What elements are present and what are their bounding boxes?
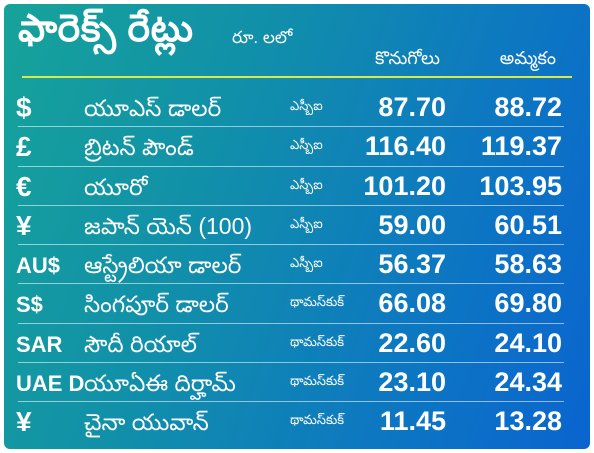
currency-name: చైనా యువాన్ — [84, 409, 209, 436]
currency-name: సౌదీ రియాల్ — [84, 330, 197, 357]
rate-source: థామస్‌కుక్ — [290, 373, 345, 389]
currency-symbol: $ — [16, 92, 32, 123]
buy-rate: 101.20 — [363, 170, 446, 201]
sell-rate: 24.34 — [494, 367, 562, 398]
sell-rate: 88.72 — [494, 92, 562, 122]
rate-source: ఎస్బీఐ — [290, 215, 323, 231]
unit-label: రూ. లలో — [232, 28, 293, 47]
buy-rate: 22.60 — [378, 327, 446, 358]
buy-rate: 56.37 — [378, 249, 446, 280]
currency-symbol: AU$ — [16, 253, 61, 279]
currency-symbol: S$ — [16, 292, 43, 318]
currency-name: బ్రిటన్ పౌండ్ — [84, 134, 194, 161]
currency-symbol: UAE D — [16, 371, 85, 397]
rate-row-cny: ¥ చైనా యువాన్ థామస్‌కుక్ 11.45 13.28 — [4, 404, 590, 443]
page-title: ఫారెక్స్ రేట్లు — [18, 8, 194, 50]
sell-rate: 69.80 — [494, 288, 562, 319]
sell-rate: 24.10 — [494, 327, 562, 358]
buy-rate: 116.40 — [364, 131, 446, 162]
currency-name: యూఏఈ దిర్హామ్ — [84, 370, 236, 397]
currency-symbol: ¥ — [16, 209, 32, 241]
buy-rate: 11.45 — [379, 406, 446, 437]
rate-source: ఎస్బీఐ — [290, 137, 323, 153]
buy-rate: 66.08 — [378, 288, 446, 319]
currency-name: జపాన్ యెన్ (100) — [84, 212, 253, 239]
buy-rate: 87.70 — [378, 92, 446, 122]
sell-rate: 119.37 — [480, 131, 562, 162]
currency-name: సింగపూర్ డాలర్ — [84, 291, 229, 318]
rate-row-aud: AU$ ఆస్ట్రేలియా డాలర్ ఎస్బీఐ 56.37 58.63 — [4, 247, 590, 286]
currency-symbol: ¥ — [16, 406, 32, 438]
header-divider — [22, 76, 572, 78]
forex-rates-panel: ఫారెక్స్ రేట్లు రూ. లలో కొనుగోలు అమ్మకం … — [4, 4, 590, 449]
currency-symbol: SAR — [16, 331, 63, 357]
buy-column-header: కొనుగోలు — [375, 48, 440, 68]
rate-row-usd: $ యూఎస్ డాలర్ ఎస్బీఐ 87.70 88.72 — [4, 90, 590, 129]
rate-row-aed: UAE D యూఏఈ దిర్హామ్ థామస్‌కుక్ 23.10 24.… — [4, 365, 590, 404]
currency-name: ఆస్ట్రేలియా డాలర్ — [84, 252, 242, 279]
rates-table: $ యూఎస్ డాలర్ ఎస్బీఐ 87.70 88.72 £ బ్రిట… — [4, 90, 590, 444]
rate-source: థామస్‌కుక్ — [290, 333, 345, 349]
rate-source: ఎస్బీఐ — [290, 255, 323, 271]
sell-rate: 103.95 — [479, 170, 562, 201]
rate-row-jpy: ¥ జపాన్ యెన్ (100) ఎస్బీఐ 59.00 60.51 — [4, 208, 590, 247]
currency-symbol: € — [16, 170, 32, 202]
rate-row-sar: SAR సౌదీ రియాల్ థామస్‌కుక్ 22.60 24.10 — [4, 326, 590, 365]
sell-column-header: అమ్మకం — [499, 48, 556, 68]
buy-rate: 59.00 — [378, 209, 446, 240]
rate-row-sgd: S$ సింగపూర్ డాలర్ థామస్‌కుక్ 66.08 69.80 — [4, 286, 590, 325]
sell-rate: 60.51 — [494, 209, 562, 240]
currency-symbol: £ — [16, 131, 32, 163]
rate-source: ఎస్బీఐ — [290, 176, 323, 192]
rate-source: ఎస్బీఐ — [290, 98, 323, 113]
rate-row-gbp: £ బ్రిటన్ పౌండ్ ఎస్బీఐ 116.40 119.37 — [4, 129, 590, 168]
sell-rate: 58.63 — [494, 249, 562, 280]
sell-rate: 13.28 — [494, 406, 562, 437]
rate-source: థామస్‌కుక్ — [290, 294, 345, 310]
rate-row-eur: € యూరో ఎస్బీఐ 101.20 103.95 — [4, 169, 590, 208]
rate-source: థామస్‌కుక్ — [290, 412, 345, 428]
buy-rate: 23.10 — [378, 367, 446, 398]
currency-name: యూరో — [84, 173, 148, 200]
currency-name: యూఎస్ డాలర్ — [84, 95, 222, 121]
